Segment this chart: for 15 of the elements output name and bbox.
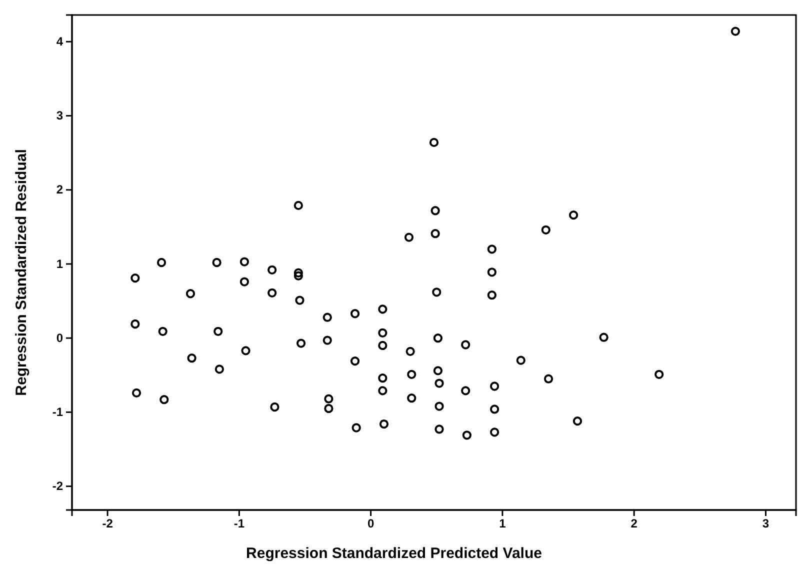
y-tick-label: 1 (56, 256, 64, 271)
y-tick-label: 3 (56, 108, 64, 123)
y-axis-title: Regression Standardized Residual (13, 149, 30, 396)
x-tick-label: 3 (762, 516, 770, 531)
x-tick-label: 0 (367, 516, 374, 531)
x-axis-title: Regression Standardized Predicted Value (246, 545, 542, 562)
x-tick-label: -2 (102, 516, 114, 531)
y-tick-label: -2 (52, 479, 64, 494)
y-tick-label: 0 (56, 330, 64, 345)
x-tick-label: 1 (499, 516, 506, 531)
y-tick-label: 4 (56, 34, 64, 49)
y-tick-label: 2 (56, 182, 64, 197)
x-tick-label: 2 (630, 516, 638, 531)
y-tick-label: -1 (52, 405, 64, 420)
x-tick-label: -1 (234, 516, 245, 531)
